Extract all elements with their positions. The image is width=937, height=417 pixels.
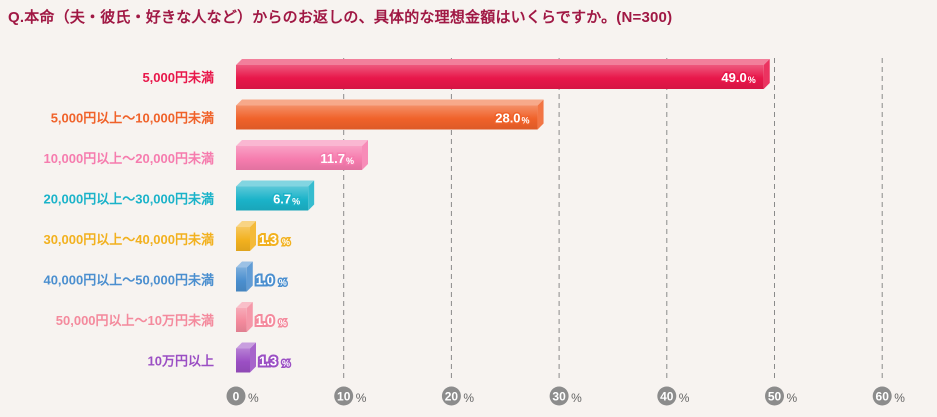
bar-group-0: 49.0%	[236, 59, 770, 89]
value-unit-1: %	[522, 116, 530, 126]
value-label-3: 6.7	[273, 192, 291, 207]
bar-top-5	[236, 261, 253, 268]
tick-badge-30	[549, 386, 569, 406]
tick-unit-40: %	[679, 391, 690, 405]
value-unit-0: %	[748, 75, 756, 85]
bar-6	[236, 308, 247, 332]
bars: 49.0 %28.0 %11.7 %6.7 %1.3 %1.0 %1.0 %1.3%	[236, 59, 770, 373]
category-label-1: 5,000円以上〜10,000円未満	[51, 111, 214, 126]
value-unit-3: %	[292, 197, 300, 207]
bar-group-6: 1.0%	[236, 302, 288, 332]
tick-label-20: 20	[445, 390, 459, 404]
bar-group-4: 1.3%	[236, 221, 292, 251]
tick-unit-10: %	[356, 391, 367, 405]
category-label-0: 5,000円未満	[142, 70, 214, 85]
tick-unit-60: %	[894, 391, 905, 405]
bar-top-6	[236, 302, 253, 308]
tick-label-0: 0	[233, 390, 240, 404]
tick-unit-0: %	[248, 391, 259, 405]
value-unit-5: %	[279, 278, 287, 288]
category-labels: 5,000円未満 5,000円以上〜10,000円未満 10,000円以上〜20,0…	[43, 70, 214, 369]
bar-top-0	[236, 59, 770, 65]
category-label-6: 50,000円以上〜10万円未満	[56, 313, 214, 328]
bar-top-7	[236, 342, 257, 349]
value-unit-7: %	[282, 359, 290, 369]
value-label-4: 1.3	[259, 232, 277, 247]
tick-badge-20	[441, 386, 461, 406]
bar-group-5: 1.0%	[236, 261, 288, 292]
tick-badge-60	[872, 386, 892, 406]
bar-0	[236, 65, 764, 89]
value-unit-2: %	[346, 156, 354, 166]
value-label-5: 1.0	[256, 273, 274, 288]
value-unit-6: %	[279, 318, 287, 328]
bar-group-2: 11.7%	[236, 140, 369, 170]
category-label-4: 30,000円以上〜40,000円未満	[43, 232, 214, 247]
bar-4	[236, 227, 251, 251]
tick-unit-50: %	[787, 391, 798, 405]
value-label-6: 1.0	[256, 313, 274, 328]
bar-side-7	[250, 342, 257, 373]
bar-3	[236, 186, 309, 211]
tick-unit-20: %	[463, 391, 474, 405]
value-label-0: 49.0	[721, 70, 746, 85]
bar-top-4	[236, 221, 257, 227]
bar-group-3: 6.7%	[236, 180, 315, 211]
bar-group-1: 28.0%	[236, 99, 544, 130]
category-label-7: 10万円以上	[148, 354, 214, 369]
bar-top-3	[236, 180, 315, 187]
bar-group-7: 1.3%	[236, 342, 292, 373]
bar-7	[236, 348, 251, 373]
tick-label-40: 40	[660, 390, 674, 404]
bar-top-2	[236, 140, 369, 146]
bar-side-3	[308, 180, 315, 211]
category-label-5: 40,000円以上〜50,000円未満	[43, 273, 214, 288]
value-label-2: 11.7	[320, 151, 345, 166]
chart-title: Q.本命（夫・彼氏・好きな人など）からのお返しの、具体的な理想金額はいくらですか…	[8, 9, 673, 26]
tick-label-30: 30	[552, 390, 566, 404]
category-label-3: 20,000円以上〜30,000円未満	[43, 192, 214, 207]
category-label-2: 10,000円以上〜20,000円未満	[43, 151, 214, 166]
tick-label-60: 60	[876, 390, 890, 404]
bar-2	[236, 146, 363, 170]
tick-badge-10	[334, 386, 354, 406]
tick-label-50: 50	[768, 390, 782, 404]
tick-unit-30: %	[571, 391, 582, 405]
bar-side-4	[250, 221, 257, 251]
bar-1	[236, 105, 538, 130]
bar-side-2	[362, 140, 369, 170]
value-unit-4: %	[282, 237, 290, 247]
tick-badge-0	[226, 386, 246, 406]
grid-lines	[343, 58, 883, 382]
value-label-7: 1.3	[259, 354, 277, 369]
x-axis: 0% 10% 20% 30% 40% 50% 60%	[226, 386, 905, 406]
tick-badge-40	[657, 386, 677, 406]
bar-side-0	[763, 59, 770, 89]
bar-side-6	[246, 302, 253, 332]
bar-5	[236, 267, 247, 292]
bar-side-5	[246, 261, 253, 292]
bar-top-1	[236, 99, 544, 106]
bar-side-1	[537, 99, 544, 130]
value-label-1: 28.0	[495, 111, 520, 126]
tick-label-10: 10	[337, 390, 351, 404]
tick-badge-50	[765, 386, 784, 406]
